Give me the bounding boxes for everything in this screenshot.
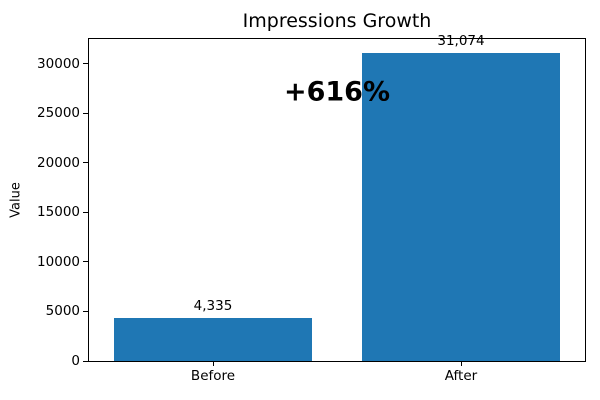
y-tick-mark bbox=[83, 211, 88, 213]
y-tick-mark bbox=[83, 63, 88, 65]
chart-title: Impressions Growth bbox=[242, 10, 432, 32]
x-tick-mark bbox=[212, 361, 214, 366]
bar-value-label: 4,335 bbox=[193, 298, 233, 315]
y-tick-label: 30000 bbox=[37, 55, 80, 72]
x-tick-label: After bbox=[444, 368, 478, 384]
y-axis-label: Value bbox=[8, 182, 24, 218]
y-tick-label: 25000 bbox=[37, 105, 80, 122]
bar bbox=[113, 318, 313, 361]
bar-value-label: 31,074 bbox=[437, 33, 485, 50]
x-tick-label: Before bbox=[190, 368, 236, 384]
y-tick-label: 5000 bbox=[45, 303, 80, 320]
y-tick-label: 20000 bbox=[37, 154, 80, 171]
y-tick-label: 15000 bbox=[37, 204, 80, 221]
plot-area: +616% 0 5000 10000 15000 20000 25000 30000 4,33… bbox=[37, 33, 586, 384]
x-tick-mark bbox=[460, 361, 462, 366]
bar bbox=[361, 53, 561, 361]
y-tick-mark bbox=[83, 112, 88, 114]
y-tick-mark bbox=[83, 261, 88, 263]
y-tick-mark bbox=[83, 310, 88, 312]
growth-annotation: +616% bbox=[283, 76, 391, 108]
y-tick-label: 10000 bbox=[37, 253, 80, 270]
y-tick-label: 0 bbox=[71, 353, 80, 369]
y-tick-mark bbox=[83, 360, 88, 362]
y-tick-mark bbox=[83, 162, 88, 164]
